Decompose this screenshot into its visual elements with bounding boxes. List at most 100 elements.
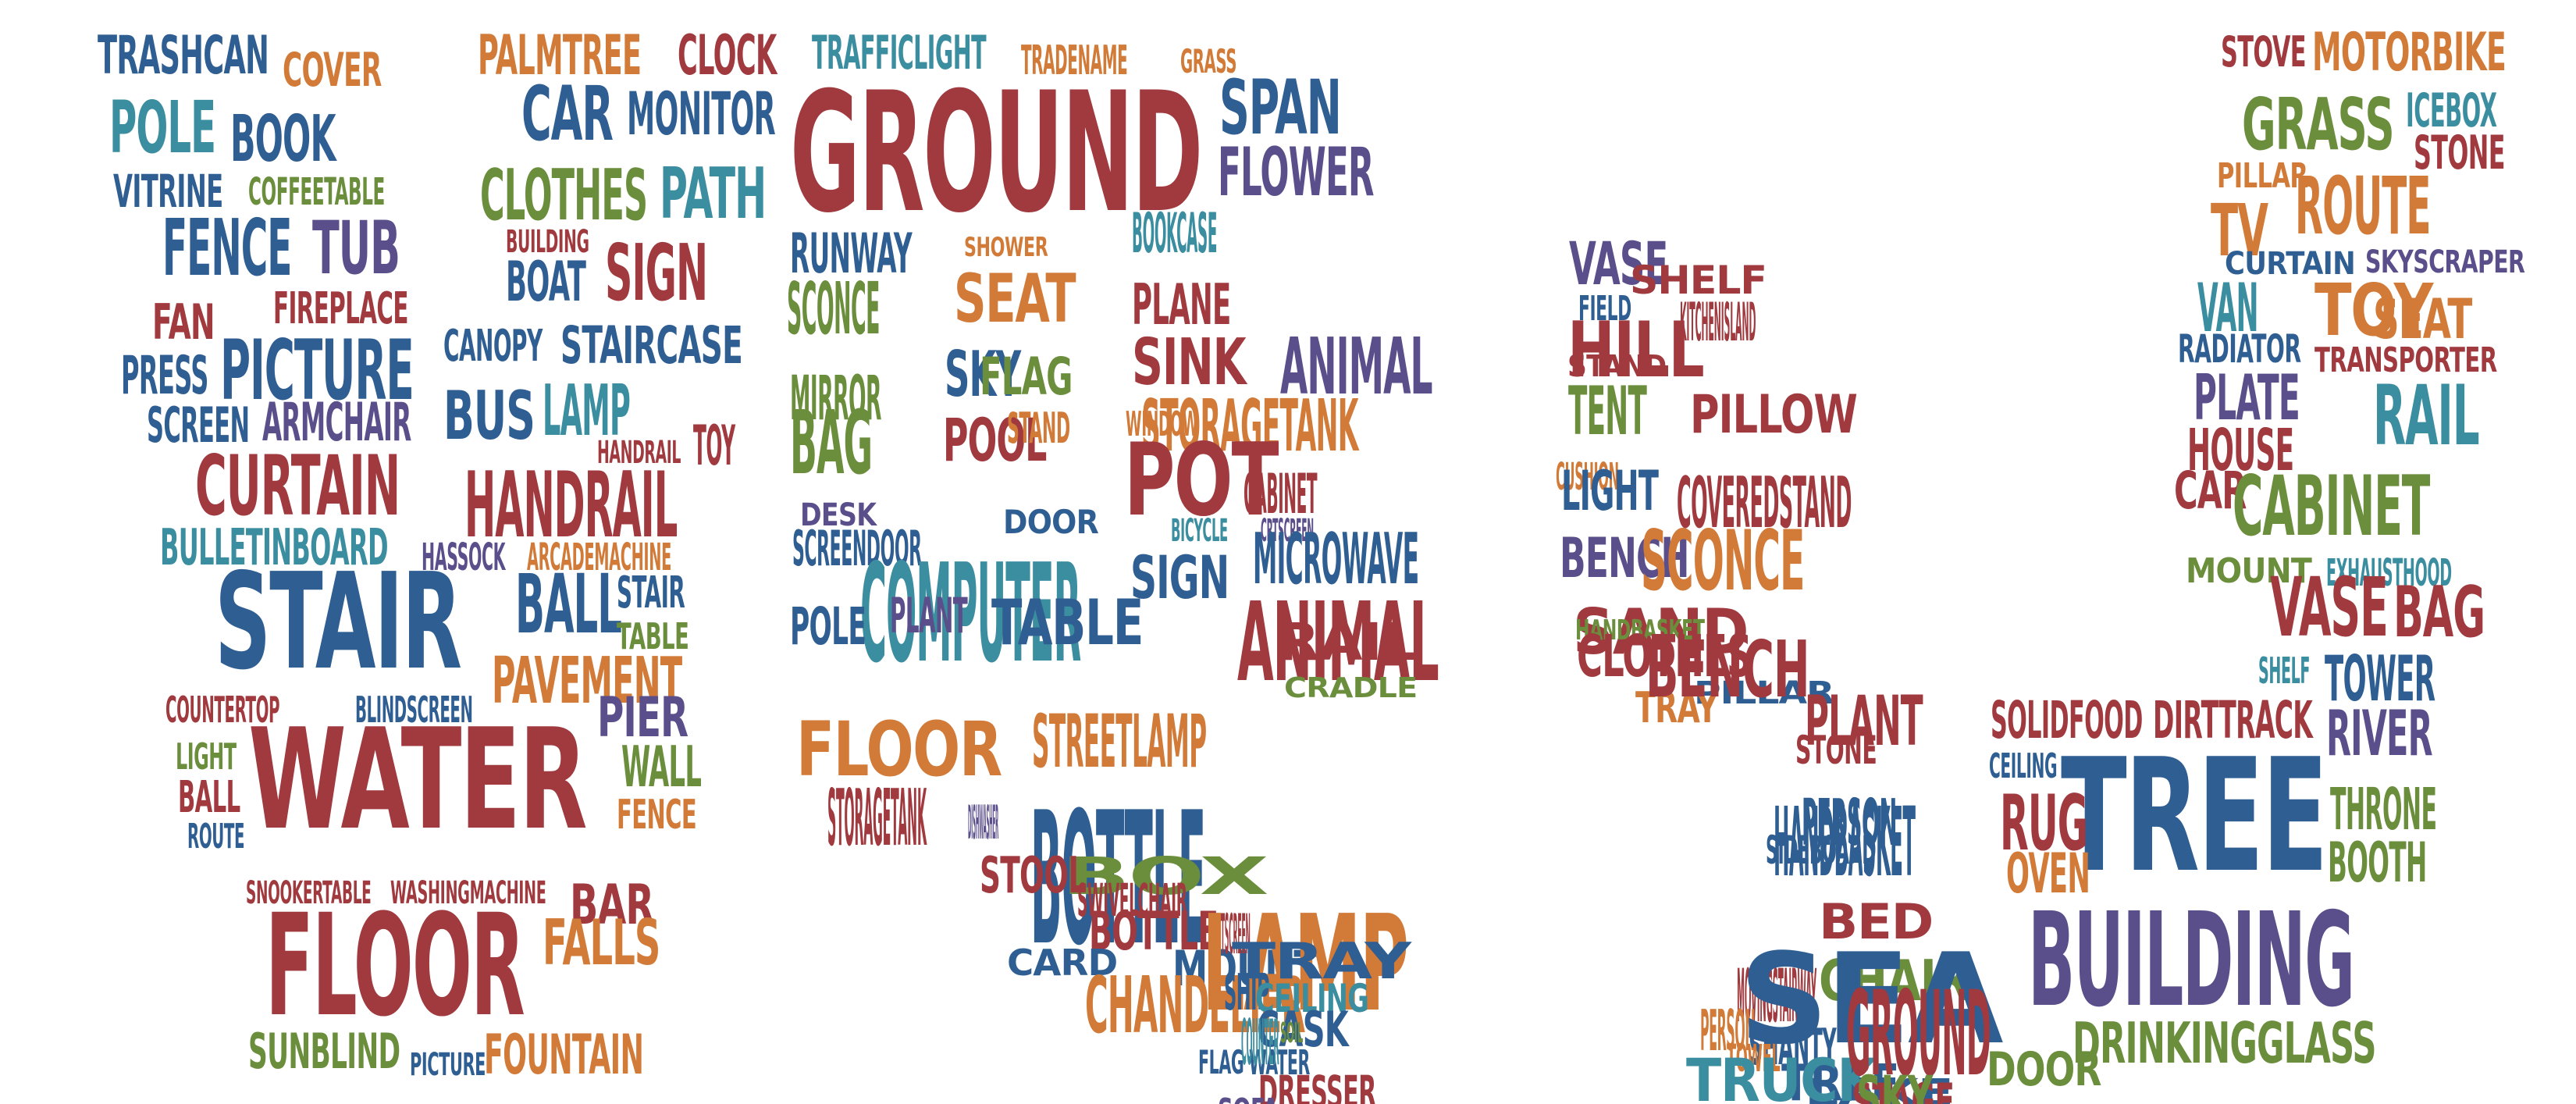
cloud-word: SUNBLIND [248, 1023, 400, 1080]
cloud-word: LAKE [1805, 1071, 1954, 1104]
cloud-word: FLOWER [1218, 134, 1375, 212]
cloud-word: BULLETINBOARD [160, 519, 389, 577]
cloud-word: SEAT [954, 260, 1076, 338]
cloud-word: RUNWAY [790, 222, 913, 286]
cloud-word: TOY [693, 414, 735, 478]
cloud-word: COMPUTER [860, 535, 1081, 693]
cloud-word: BUILDING [2028, 885, 2355, 1036]
cloud-word: ARCADEMACHINE [527, 536, 671, 579]
cloud-word: CLOTHES [1577, 623, 1752, 690]
cloud-word: VITRINE [113, 165, 223, 218]
cloud-word: RAIL [1276, 612, 1418, 672]
cloud-word: DISHWASHER [968, 796, 999, 850]
cloud-word: PAVEMENT [492, 644, 682, 718]
cloud-word: BUILDING [506, 224, 589, 260]
cloud-word: FLAG [980, 347, 1073, 407]
cloud-word: HASSOCK [422, 536, 506, 579]
cloud-word: MICROWAVE [1253, 518, 1419, 600]
cloud-word: SHOWER [964, 232, 1048, 263]
cloud-word: CABINET [1244, 462, 1318, 526]
cloud-word: COUNTERTOP [165, 689, 280, 731]
cloud-word: LAMP [1202, 887, 1409, 1042]
cloud-word: FLOOR [796, 706, 1002, 793]
cloud-word: POLE [790, 597, 866, 657]
cloud-word: HILL [1567, 306, 1705, 395]
cloud-word: EXHAUSTHOOD [2326, 551, 2452, 595]
cloud-word: BALL [178, 772, 240, 823]
cloud-word: CRTSCREEN [1212, 903, 1251, 967]
cloud-word: SCREENDOOR [792, 520, 922, 577]
cloud-word: COVEREDSTAND [1677, 462, 1852, 544]
cloud-word: SKYSCRAPER [2365, 244, 2525, 280]
cloud-word: CEILING [1255, 976, 1369, 1021]
cloud-word: FENCE [162, 202, 292, 294]
cloud-word: SHELF [2258, 650, 2311, 692]
cloud-word: TREE [2061, 725, 2329, 907]
cloud-word: SIDEBOARD [1766, 828, 1877, 873]
cloud-word: FLAG [1198, 1043, 1244, 1081]
cloud-word: SIGN [1130, 543, 1229, 612]
cloud-word: BAG [790, 393, 873, 494]
cloud-word: POLE [109, 86, 216, 169]
cloud-word: TREE [1781, 1055, 1900, 1104]
cloud-word: TUB [312, 206, 400, 291]
cloud-word: STOVE [2221, 27, 2307, 77]
cloud-word: GRASS [1180, 42, 1237, 80]
cloud-word: STAGE [1852, 1073, 1955, 1104]
cloud-word: CHAIR [1819, 948, 1970, 1013]
cloud-word: FIREPLACE [273, 283, 408, 334]
cloud-word: PICTURE [410, 1047, 486, 1083]
cloud-word: SKY [1856, 1063, 1933, 1104]
cloud-word: BOOTH [2328, 831, 2427, 895]
cloud-word: STONE [1795, 728, 1877, 773]
cloud-word: HANDRAIL [597, 435, 681, 471]
cloud-word: TOY [2314, 269, 2433, 352]
cloud-word: CUSHION [1556, 455, 1619, 499]
cloud-word: ROUTE [187, 817, 245, 856]
cloud-word: MOVINGSTAIRWAY [1737, 954, 1816, 1039]
cloud-word: CHANDELIER [1085, 960, 1306, 1051]
cloud-word: STOOL [980, 847, 1087, 905]
cloud-word: PLANT [890, 587, 968, 644]
cloud-word: HOUSE [2187, 417, 2294, 484]
cloud-word: SKY [945, 338, 1021, 411]
cloud-word: SOFA [1218, 1095, 1279, 1104]
cloud-word: KITCHENISLAND [1680, 292, 1756, 354]
cloud-word: TRANSPORTER [2314, 340, 2497, 380]
cloud-word: TABLE [991, 586, 1144, 659]
cloud-word: TRASHCAN [98, 25, 269, 87]
cloud-word: SEAT [2373, 287, 2472, 351]
cloud-word: CURTAIN [2225, 246, 2356, 282]
cloud-word: PICTURE [220, 322, 415, 418]
cloud-word: VASE [1569, 229, 1668, 298]
cloud-word: DRESSER [1258, 1066, 1376, 1104]
cloud-word: STAIRCASE [560, 315, 743, 376]
cloud-word: STAND [1007, 404, 1070, 453]
cloud-word: WALL [621, 734, 702, 800]
cloud-word: DIRTTRACK [2153, 690, 2313, 750]
cloud-word: RIVER [2326, 697, 2433, 770]
cloud-word: MOUNT [2186, 551, 2312, 591]
cloud-word: PILLOW [1690, 384, 1858, 446]
cloud-word: RAIL [2373, 368, 2480, 464]
cloud-word: BOAT [506, 250, 586, 314]
cloud-word: COUNTER [1241, 1006, 1279, 1079]
cloud-word: MOUNT [1172, 940, 1318, 997]
cloud-word: GRASS [2242, 83, 2395, 166]
cloud-word: SNOOKERTABLE [246, 875, 372, 911]
cloud-word: RUG [2000, 779, 2088, 868]
cloud-word: WINDOW [1126, 404, 1198, 444]
cloud-word: FALLS [543, 906, 660, 979]
cloud-word: SHELF [1630, 258, 1767, 303]
cloud-word: STONE [2414, 126, 2505, 180]
cloud-word: BENCH [1646, 624, 1810, 715]
cloud-word: CLOTHES [480, 155, 648, 237]
cloud-word: STREETLAMP [1032, 700, 1207, 785]
cloud-word: CANOPY [443, 321, 543, 372]
cloud-word: STAIR [617, 568, 685, 618]
cloud-word: PATH [660, 153, 767, 235]
cloud-word: TABLE [617, 615, 689, 657]
cloud-word: LIGHT [176, 735, 237, 778]
cloud-word: CURTAIN [195, 438, 400, 534]
